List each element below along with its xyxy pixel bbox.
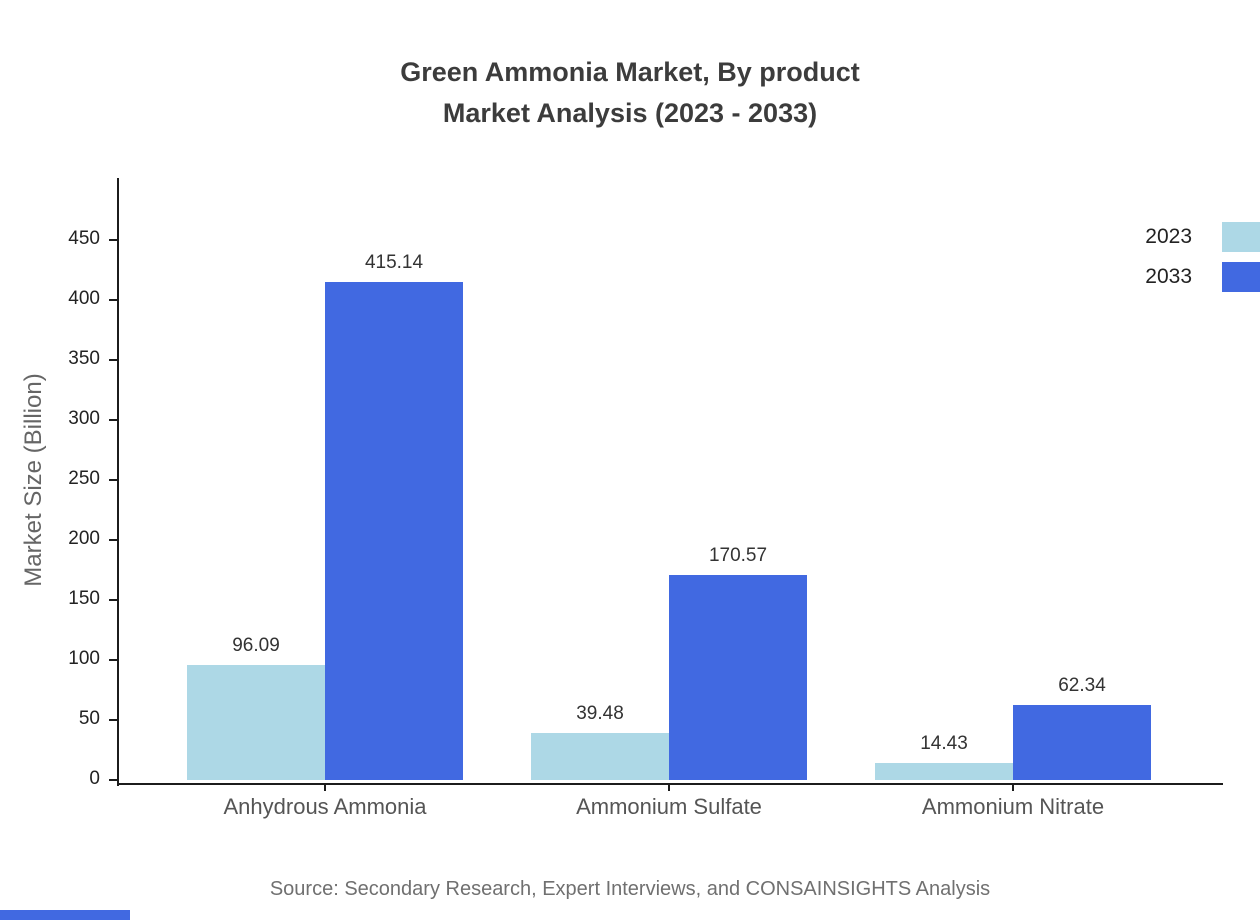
category-label-ammonium-sulfate: Ammonium Sulfate — [576, 794, 762, 819]
y-tick-mark — [109, 719, 118, 721]
x-tick-mark — [324, 785, 326, 791]
y-tick-label: 100 — [68, 648, 100, 669]
y-tick-mark — [109, 419, 118, 421]
bar-2023-ammonium-nitrate — [875, 762, 1013, 780]
legend-item-2033: 2033 — [1145, 262, 1260, 292]
y-tick-mark — [109, 239, 118, 241]
value-label-2033-anhydrous-ammonia: 415.14 — [364, 251, 424, 273]
bar-2033-ammonium-nitrate — [1013, 705, 1151, 780]
legend-label-2033: 2033 — [1145, 265, 1192, 288]
y-tick-label: 50 — [78, 708, 100, 729]
value-label-2023-ammonium-sulfate: 39.48 — [576, 702, 624, 724]
y-tick-mark — [109, 599, 118, 601]
value-label-2023-ammonium-nitrate: 14.43 — [920, 732, 968, 754]
legend-item-2023: 2023 — [1145, 222, 1260, 252]
chart-title: Green Ammonia Market, By product Market … — [0, 52, 1260, 134]
y-tick-label: 450 — [68, 228, 100, 249]
y-tick-mark — [109, 299, 118, 301]
legend-swatch-2023 — [1222, 222, 1260, 252]
bottom-left-accent-bar — [0, 910, 130, 920]
chart-title-line1: Green Ammonia Market, By product — [400, 57, 860, 87]
value-label-2023-anhydrous-ammonia: 96.09 — [232, 634, 280, 656]
bar-2033-ammonium-sulfate — [669, 575, 807, 780]
y-tick-label: 300 — [68, 408, 100, 429]
x-tick-mark — [1012, 785, 1014, 791]
y-tick-mark — [109, 779, 118, 781]
y-tick-label: 150 — [68, 588, 100, 609]
bar-2033-anhydrous-ammonia — [325, 281, 463, 780]
category-label-anhydrous-ammonia: Anhydrous Ammonia — [223, 794, 427, 819]
y-tick-label: 0 — [89, 768, 100, 789]
y-tick-label: 350 — [68, 348, 100, 369]
category-label-ammonium-nitrate: Ammonium Nitrate — [921, 794, 1105, 819]
legend-label-2023: 2023 — [1145, 225, 1192, 248]
y-tick-mark — [109, 359, 118, 361]
x-axis — [117, 783, 1223, 785]
bar-2023-ammonium-sulfate — [531, 732, 669, 780]
value-label-2033-ammonium-sulfate: 170.57 — [708, 545, 768, 567]
legend-swatch-2033 — [1222, 262, 1260, 292]
y-tick-label: 400 — [68, 288, 100, 309]
chart-title-line2: Market Analysis (2023 - 2033) — [442, 98, 818, 128]
legend: 2023 2033 — [1145, 222, 1260, 292]
bar-2023-anhydrous-ammonia — [187, 664, 325, 780]
y-tick-mark — [109, 539, 118, 541]
y-tick-mark — [109, 479, 118, 481]
source-note: Source: Secondary Research, Expert Inter… — [269, 878, 991, 900]
y-tick-label: 250 — [68, 468, 100, 489]
value-label-2033-ammonium-nitrate: 62.34 — [1058, 675, 1106, 697]
x-tick-mark — [668, 785, 670, 791]
y-tick-label: 200 — [68, 528, 100, 549]
y-tick-mark — [109, 659, 118, 661]
y-axis — [117, 178, 119, 786]
